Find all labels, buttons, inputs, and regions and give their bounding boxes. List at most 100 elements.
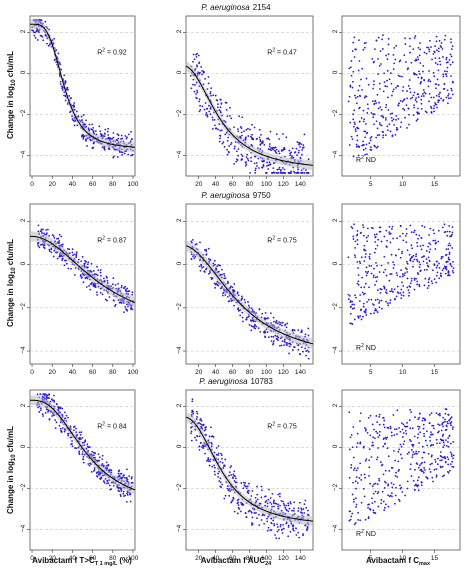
data-point bbox=[445, 408, 448, 411]
data-point bbox=[423, 51, 426, 54]
x-tick-label: 80 bbox=[109, 181, 117, 188]
data-point bbox=[373, 437, 376, 440]
data-point bbox=[352, 469, 355, 471]
data-point bbox=[394, 459, 397, 462]
data-point bbox=[451, 80, 454, 83]
data-point bbox=[386, 96, 389, 99]
data-point bbox=[204, 102, 207, 104]
data-point bbox=[438, 266, 441, 269]
data-point bbox=[399, 484, 401, 487]
data-point bbox=[196, 416, 198, 418]
data-point bbox=[123, 495, 125, 497]
plot-area bbox=[341, 203, 461, 365]
data-point bbox=[435, 438, 438, 441]
data-point bbox=[417, 76, 420, 79]
data-point bbox=[120, 134, 123, 137]
data-point bbox=[38, 405, 41, 408]
data-point bbox=[417, 428, 420, 430]
data-point bbox=[42, 246, 45, 249]
data-point bbox=[406, 286, 409, 289]
data-point bbox=[105, 461, 108, 464]
data-point bbox=[408, 123, 410, 126]
data-point bbox=[380, 108, 383, 111]
data-point bbox=[99, 271, 102, 274]
data-point bbox=[281, 340, 284, 343]
data-point bbox=[298, 149, 300, 152]
y-axis-label-row-1: Change in log10 cfu/mL bbox=[6, 51, 17, 139]
data-point bbox=[240, 482, 243, 484]
data-point bbox=[206, 115, 209, 118]
data-point bbox=[202, 444, 205, 447]
data-point bbox=[120, 286, 123, 289]
data-point bbox=[431, 282, 434, 285]
data-point bbox=[366, 301, 368, 303]
data-point bbox=[380, 299, 383, 302]
data-point bbox=[281, 528, 283, 531]
data-point bbox=[420, 481, 423, 483]
x-label-3-sub: max bbox=[419, 561, 431, 567]
data-point bbox=[259, 148, 262, 150]
data-point bbox=[269, 163, 271, 166]
data-point bbox=[267, 526, 270, 529]
data-point bbox=[406, 425, 409, 428]
y-tick-label: 0 bbox=[332, 444, 339, 448]
data-point bbox=[236, 159, 239, 161]
data-point bbox=[275, 152, 278, 155]
data-point bbox=[221, 294, 224, 297]
data-point bbox=[273, 524, 276, 527]
data-point bbox=[263, 331, 266, 334]
data-point bbox=[409, 45, 411, 48]
data-point bbox=[77, 446, 80, 449]
data-point bbox=[221, 483, 224, 486]
data-point bbox=[436, 271, 439, 274]
data-point bbox=[380, 288, 383, 291]
data-point bbox=[52, 255, 55, 258]
data-point bbox=[423, 284, 426, 287]
data-point bbox=[92, 282, 95, 285]
data-point bbox=[403, 54, 406, 57]
data-point bbox=[374, 490, 377, 493]
data-point bbox=[413, 258, 416, 261]
data-point bbox=[297, 510, 300, 512]
data-point bbox=[401, 232, 404, 235]
data-point bbox=[416, 245, 419, 248]
data-point bbox=[445, 96, 448, 99]
data-point bbox=[405, 426, 407, 428]
data-point bbox=[398, 468, 401, 471]
data-point bbox=[378, 65, 381, 67]
data-point bbox=[266, 161, 269, 164]
data-point bbox=[443, 231, 446, 234]
data-point bbox=[416, 463, 419, 466]
data-point bbox=[386, 85, 389, 88]
data-point bbox=[445, 248, 448, 251]
data-point bbox=[215, 453, 218, 456]
data-point bbox=[425, 52, 428, 55]
data-point bbox=[430, 280, 433, 283]
data-point bbox=[125, 500, 128, 503]
data-point bbox=[361, 67, 364, 70]
data-point bbox=[196, 435, 199, 438]
data-point bbox=[215, 127, 218, 130]
data-point bbox=[368, 503, 370, 506]
data-point bbox=[281, 172, 284, 174]
data-point bbox=[289, 154, 292, 157]
data-point bbox=[396, 274, 399, 277]
data-point bbox=[408, 285, 411, 288]
data-point bbox=[428, 92, 431, 95]
data-point bbox=[251, 523, 254, 525]
data-point bbox=[200, 420, 203, 422]
data-point bbox=[390, 82, 393, 85]
data-point bbox=[442, 267, 445, 270]
points bbox=[348, 408, 455, 526]
data-point bbox=[411, 427, 414, 430]
data-point bbox=[397, 498, 400, 501]
data-point bbox=[380, 63, 382, 65]
x-tick-label: 15 bbox=[431, 181, 439, 188]
data-point bbox=[90, 262, 93, 265]
r-squared-value: = 0.75 bbox=[275, 423, 297, 430]
y-label-2-main: Change in log bbox=[6, 274, 15, 327]
data-point bbox=[73, 274, 76, 276]
data-point bbox=[436, 264, 439, 267]
data-point bbox=[428, 259, 431, 262]
data-point bbox=[45, 229, 48, 231]
